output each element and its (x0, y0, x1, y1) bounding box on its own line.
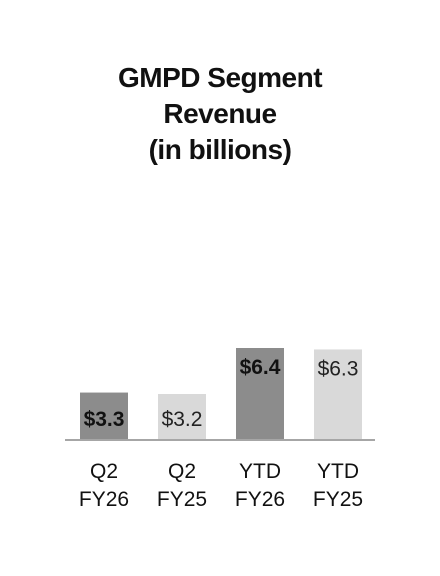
chart-title-line-3: (in billions) (148, 134, 292, 165)
data-label-1: $3.2 (162, 408, 203, 431)
chart-title-line-2: Revenue (163, 98, 277, 129)
category-label-2-1: FY26 (235, 488, 285, 511)
category-label-0-0: Q2 (90, 460, 118, 483)
data-label-0: $3.3 (84, 408, 125, 431)
data-label-3: $6.3 (318, 357, 359, 380)
category-label-0-1: FY26 (79, 488, 129, 511)
chart-title: GMPD Segment Revenue (in billions) (0, 60, 440, 168)
category-label-2-0: YTD (239, 460, 281, 483)
category-label-1-0: Q2 (168, 460, 196, 483)
category-label-1-1: FY25 (157, 488, 207, 511)
data-label-2: $6.4 (240, 356, 281, 379)
category-label-3-1: FY25 (313, 488, 363, 511)
bar-0 (80, 392, 128, 440)
category-label-3-0: YTD (317, 460, 359, 483)
bar-2 (236, 348, 284, 440)
bar-1 (158, 394, 206, 440)
bar-3 (314, 349, 362, 440)
chart-title-line-1: GMPD Segment (117, 62, 323, 93)
labels-group: $3.3 Q2 FY26 $3.2 Q2 FY25 $6.4 YTD FY26 $6.3 YTD FY… (79, 356, 363, 511)
bars-group (80, 348, 362, 440)
